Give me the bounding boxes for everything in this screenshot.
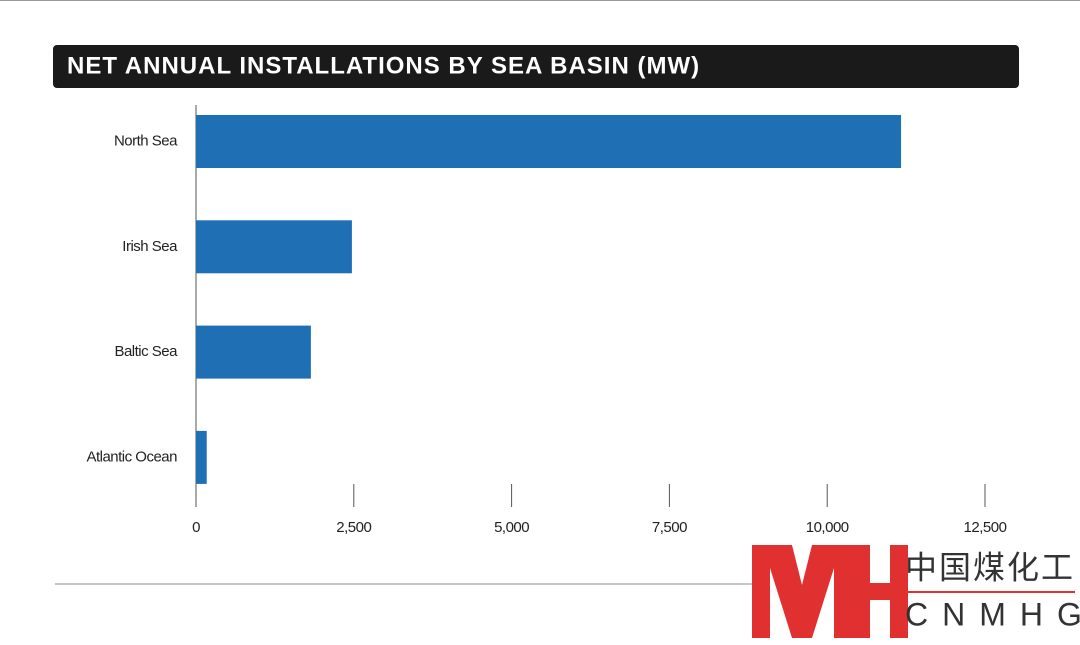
- logo-m: [752, 545, 852, 638]
- bar: [196, 325, 311, 379]
- bar: [196, 220, 352, 274]
- y-tick-label: Atlantic Ocean: [86, 448, 177, 465]
- watermark-text: 中国煤化工: [905, 549, 1075, 585]
- y-tick-label: North Sea: [114, 132, 178, 149]
- x-tick-label: 12,500: [964, 519, 1007, 536]
- title-bar: [53, 45, 1019, 88]
- bar: [196, 430, 207, 484]
- x-tick-label: 0: [192, 519, 200, 536]
- x-tick-label: 10,000: [806, 519, 849, 536]
- x-tick-label: 2,500: [336, 519, 371, 536]
- y-tick-label: Baltic Sea: [114, 343, 178, 360]
- x-tick-label: 7,500: [652, 519, 687, 536]
- bar: [196, 115, 902, 168]
- x-tick-label: 5,000: [494, 519, 529, 536]
- watermark-subtext: CNMHG: [905, 596, 1080, 632]
- y-tick-label: Irish Sea: [122, 238, 178, 255]
- logo-h: [852, 545, 908, 638]
- watermark: 中国煤化工 CNMHG: [752, 545, 1080, 638]
- chart-title: NET ANNUAL INSTALLATIONS BY SEA BASIN (M…: [67, 52, 700, 79]
